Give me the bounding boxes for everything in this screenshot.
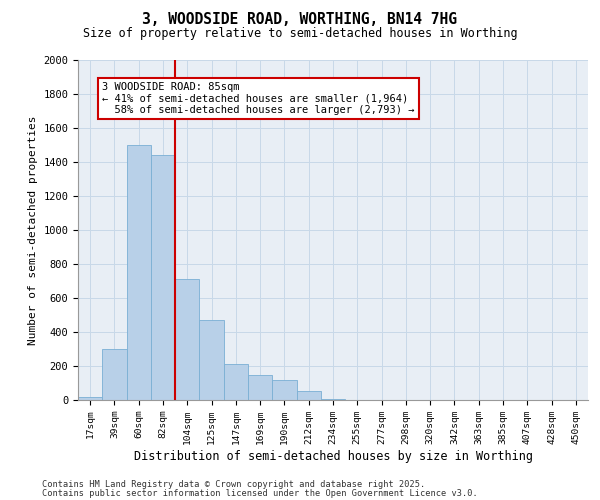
Bar [151, 155, 175, 400]
Bar [321, 399, 345, 400]
Bar [127, 145, 151, 400]
Bar [272, 380, 296, 400]
Text: Contains HM Land Registry data © Crown copyright and database right 2025.: Contains HM Land Registry data © Crown c… [42, 480, 425, 489]
X-axis label: Distribution of semi-detached houses by size in Worthing: Distribution of semi-detached houses by … [133, 450, 533, 463]
Bar [199, 320, 224, 400]
Text: Size of property relative to semi-detached houses in Worthing: Size of property relative to semi-detach… [83, 28, 517, 40]
Bar [102, 349, 127, 400]
Bar [296, 390, 321, 400]
Y-axis label: Number of semi-detached properties: Number of semi-detached properties [28, 116, 38, 345]
Bar [248, 376, 272, 400]
Bar [78, 398, 102, 400]
Bar [224, 364, 248, 400]
Text: 3 WOODSIDE ROAD: 85sqm
← 41% of semi-detached houses are smaller (1,964)
  58% o: 3 WOODSIDE ROAD: 85sqm ← 41% of semi-det… [102, 82, 415, 116]
Text: 3, WOODSIDE ROAD, WORTHING, BN14 7HG: 3, WOODSIDE ROAD, WORTHING, BN14 7HG [143, 12, 458, 28]
Bar [175, 280, 199, 400]
Text: Contains public sector information licensed under the Open Government Licence v3: Contains public sector information licen… [42, 488, 478, 498]
